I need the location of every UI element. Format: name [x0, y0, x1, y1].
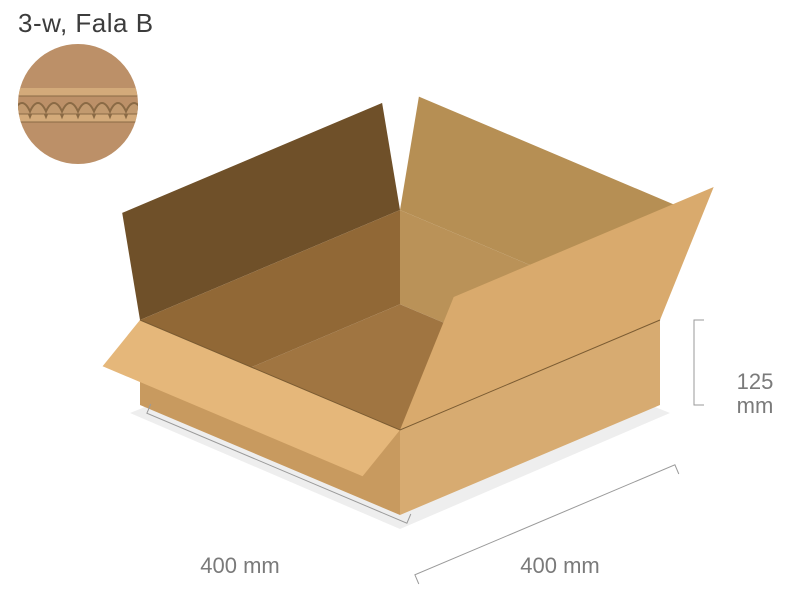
box-illustration — [0, 0, 800, 600]
dim-height-value: 125 — [737, 369, 774, 394]
dim-height-unit: mm — [737, 393, 774, 418]
dim-height-line — [694, 320, 704, 405]
dim-height-label: 125 mm — [720, 370, 790, 418]
product-infographic: 3-w, Fala B — [0, 0, 800, 600]
dim-depth-label: 400 mm — [480, 554, 640, 578]
dim-width-label: 400 mm — [160, 554, 320, 578]
